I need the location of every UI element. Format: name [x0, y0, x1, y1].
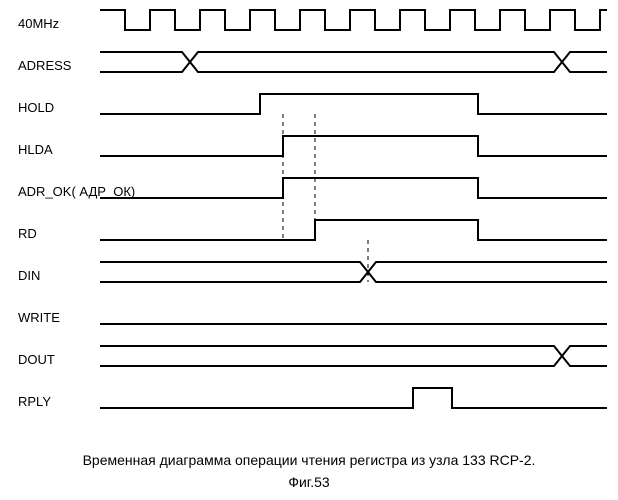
signal-label-dout: DOUT: [18, 352, 55, 367]
signal-label-hold: HOLD: [18, 100, 54, 115]
figure-label: Фиг.53: [0, 474, 618, 490]
signal-label-address: ADRESS: [18, 58, 72, 73]
signal-label-write: WRITE: [18, 310, 60, 325]
signal-adr_ok: [100, 178, 607, 198]
signal-label-hlda: HLDA: [18, 142, 53, 157]
signal-label-rd: RD: [18, 226, 37, 241]
signal-address-top: [100, 52, 607, 62]
signal-address-bot: [100, 62, 607, 72]
caption: Временная диаграмма операции чтения реги…: [0, 452, 618, 468]
signal-label-adr_ok: ADR_OK( АДР_ОК): [18, 184, 135, 199]
signal-din-bot: [100, 272, 607, 282]
signal-rd: [100, 220, 607, 240]
signal-clock: [100, 10, 607, 30]
signal-label-rply: RPLY: [18, 394, 51, 409]
signal-din-top: [100, 262, 607, 272]
signal-hold: [100, 94, 607, 114]
signal-label-clock: 40MHz: [18, 16, 59, 31]
signal-dout-top: [100, 346, 607, 356]
signal-label-din: DIN: [18, 268, 40, 283]
signal-dout-bot: [100, 356, 607, 366]
signal-rply: [100, 388, 607, 408]
signal-hlda: [100, 136, 607, 156]
